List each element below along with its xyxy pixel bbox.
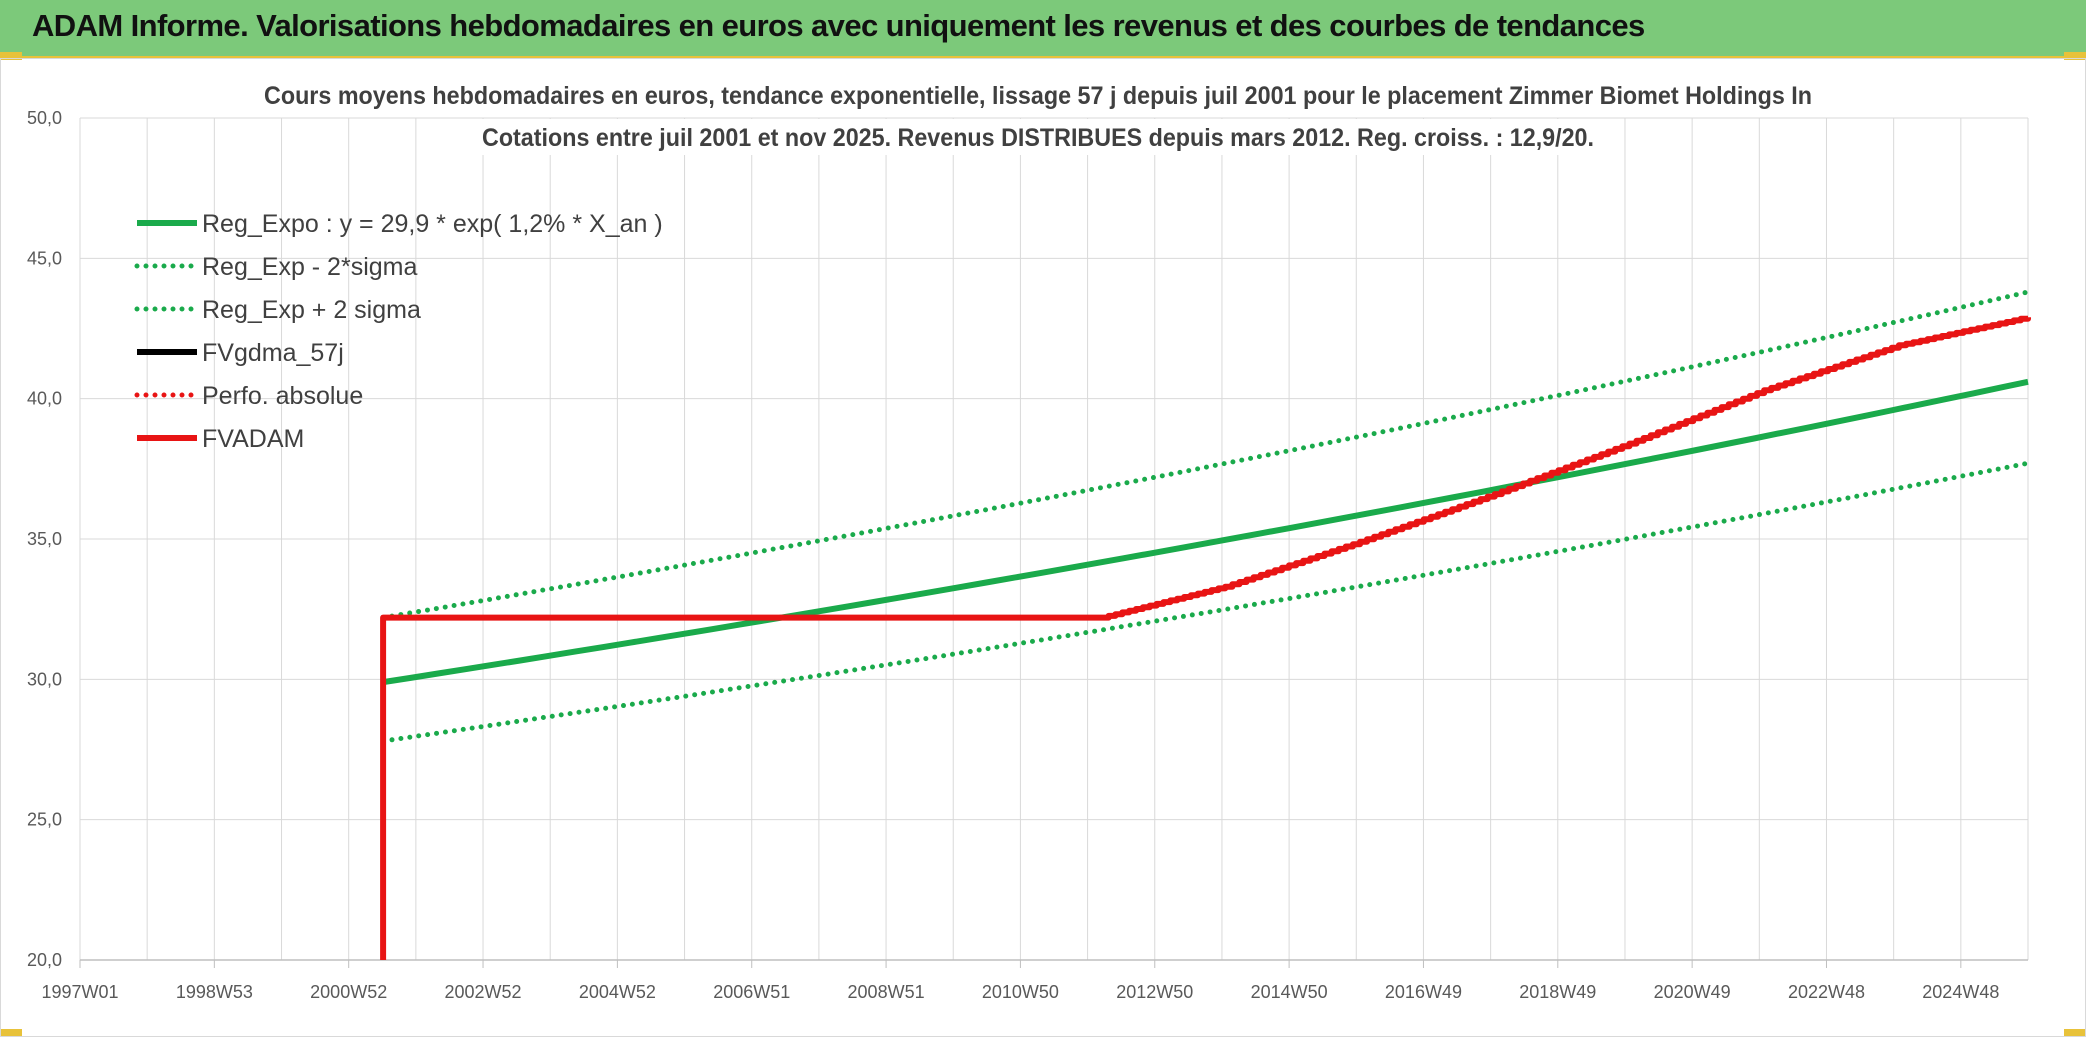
chart-area: 20,0 25,0 30,0 35,0 40,0 45,0 50,0 1997W01 1998W… [0, 58, 2086, 1037]
y-tick-label: 40,0 [27, 389, 62, 409]
x-tick-label: 2000W52 [310, 982, 387, 1002]
corner-marker [0, 52, 22, 60]
x-tick-label: 2002W52 [445, 982, 522, 1002]
series-line-5 [380, 315, 2031, 960]
x-tick-label: 2018W49 [1519, 982, 1596, 1002]
legend-label: Perfo. absolue [202, 382, 363, 410]
x-tick-label: 2014W50 [1251, 982, 1328, 1002]
legend-label: FVADAM [202, 425, 304, 453]
title-background [474, 119, 1602, 155]
series-line-2 [380, 289, 2031, 621]
corner-marker [2064, 1029, 2086, 1037]
y-tick-label: 50,0 [27, 108, 62, 128]
x-tick-label: 2024W48 [1922, 982, 1999, 1002]
legend-label: FVgdma_57j [202, 339, 344, 367]
corner-marker [2064, 52, 2086, 60]
y-tick-label: 25,0 [27, 810, 62, 830]
y-tick-label: 35,0 [27, 529, 62, 549]
x-tick-label: 2006W51 [713, 982, 790, 1002]
corner-marker [0, 1029, 22, 1037]
x-tick-label: 2022W48 [1788, 982, 1865, 1002]
x-tick-label: 1998W53 [176, 982, 253, 1002]
x-tick-label: 2010W50 [982, 982, 1059, 1002]
x-tick-label: 2008W51 [848, 982, 925, 1002]
title-background [256, 77, 1820, 113]
chart-title-line: Cotations entre juil 2001 et nov 2025. R… [482, 124, 1594, 152]
y-tick-label: 20,0 [27, 950, 62, 970]
x-tick-label: 2020W49 [1654, 982, 1731, 1002]
x-tick-label: 2016W49 [1385, 982, 1462, 1002]
legend-label: Reg_Exp + 2 sigma [202, 296, 421, 324]
series-line-1 [380, 460, 2031, 744]
y-tick-label: 45,0 [27, 248, 62, 268]
series-line-0 [382, 378, 2029, 686]
line-chart: 20,0 25,0 30,0 35,0 40,0 45,0 50,0 1997W01 1998W… [27, 77, 2031, 1002]
x-tick-label: 1997W01 [41, 982, 118, 1002]
header-bar: ADAM Informe. Valorisations hebdomadaire… [0, 0, 2086, 58]
x-tick-label: 2004W52 [579, 982, 656, 1002]
y-tick-label: 30,0 [27, 669, 62, 689]
x-tick-label: 2012W50 [1116, 982, 1193, 1002]
report-title: ADAM Informe. Valorisations hebdomadaire… [32, 8, 1645, 43]
chart-title-line: Cours moyens hebdomadaires en euros, ten… [264, 82, 1812, 110]
legend-label: Reg_Expo : y = 29,9 * exp( 1,2% * X_an ) [202, 210, 663, 238]
legend-label: Reg_Exp - 2*sigma [202, 253, 417, 281]
